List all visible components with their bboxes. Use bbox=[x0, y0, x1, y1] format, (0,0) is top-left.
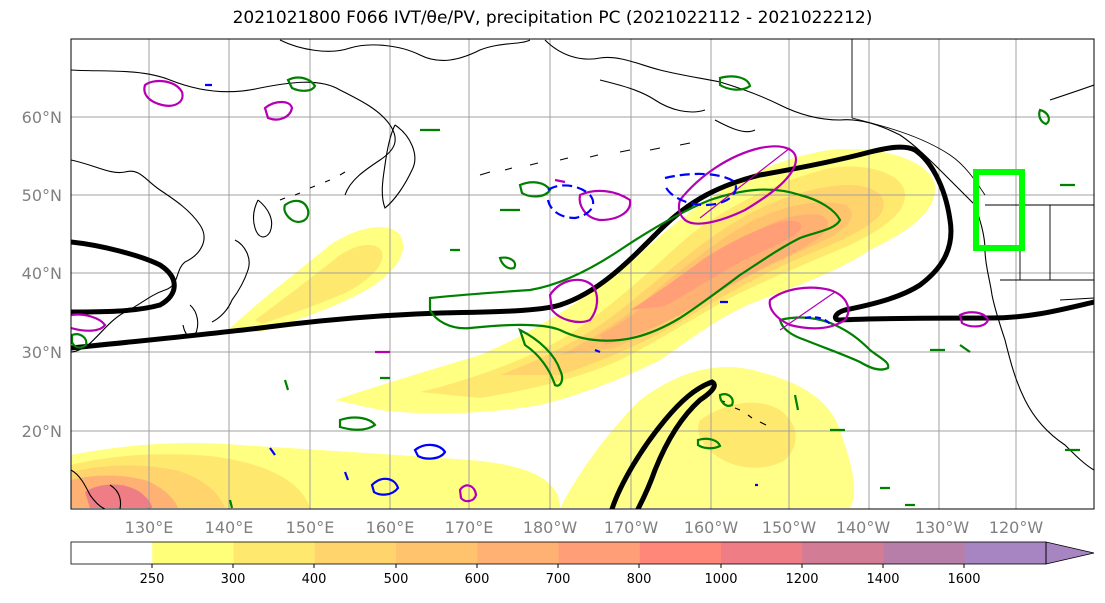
colorbar: 250 300 400 500 600 700 800 1000 1200 14… bbox=[70, 541, 1095, 587]
colorbar-extend-arrow bbox=[1045, 541, 1095, 565]
colorbar-swatch bbox=[883, 542, 966, 564]
colorbar-label-1400: 1400 bbox=[866, 572, 899, 587]
colorbar-label-800: 800 bbox=[627, 572, 652, 587]
lon-label-140w: 140°W bbox=[836, 518, 891, 537]
lon-label-180w: 180°W bbox=[523, 518, 578, 537]
colorbar-label-700: 700 bbox=[546, 572, 571, 587]
colorbar-swatch bbox=[314, 542, 397, 564]
colorbar-label-250: 250 bbox=[140, 572, 165, 587]
colorbar-label-1200: 1200 bbox=[785, 572, 818, 587]
pv-positive-contours bbox=[71, 79, 990, 503]
latitude-labels: 20°N 30°N 40°N 50°N 60°N bbox=[22, 108, 62, 441]
lon-label-140e: 140°E bbox=[205, 518, 254, 537]
title-text: 2021021800 F066 IVT/θe/PV, precipitation… bbox=[232, 8, 873, 28]
lon-label-150e: 150°E bbox=[286, 518, 335, 537]
map-frame bbox=[70, 38, 1095, 510]
colorbar-swatch bbox=[721, 542, 803, 564]
colorbar-swatches bbox=[71, 542, 1047, 564]
lon-label-130e: 130°E bbox=[125, 518, 174, 537]
lat-label-40: 40°N bbox=[22, 264, 62, 283]
target-region-box bbox=[973, 169, 1025, 251]
green-islands-5 bbox=[338, 416, 377, 431]
pv-negative-contours bbox=[205, 83, 831, 496]
colorbar-swatch bbox=[152, 542, 234, 564]
lon-label-170w: 170°W bbox=[604, 518, 659, 537]
colorbar-swatch bbox=[964, 542, 1047, 564]
colorbar-label-1600: 1600 bbox=[947, 572, 980, 587]
green-ar-band-1 bbox=[428, 188, 842, 342]
lat-label-60: 60°N bbox=[22, 108, 62, 127]
longitude-labels: 130°E 140°E 150°E 160°E 170°E 180°W 170°… bbox=[125, 518, 1044, 537]
green-islands-8 bbox=[1038, 108, 1050, 126]
green-islands-2 bbox=[286, 76, 317, 92]
lon-label-120w: 120°W bbox=[989, 518, 1044, 537]
ivt-hawaii-plume-inner bbox=[698, 402, 796, 468]
graticule bbox=[71, 39, 1094, 509]
green-contours bbox=[71, 75, 1080, 509]
colorbar-label-1000: 1000 bbox=[704, 572, 737, 587]
colorbar-swatch bbox=[802, 542, 884, 564]
map-panel bbox=[70, 38, 1095, 510]
theta-e-tropical bbox=[609, 379, 717, 509]
lon-label-160w: 160°W bbox=[684, 518, 739, 537]
lon-label-160e: 160°E bbox=[366, 518, 415, 537]
green-islands-12 bbox=[228, 376, 800, 509]
theta-e-west-loop bbox=[71, 239, 177, 315]
lat-label-50: 50°N bbox=[22, 186, 62, 205]
colorbar-swatch bbox=[477, 542, 559, 564]
ivt-west-plume-inner bbox=[255, 244, 383, 324]
theta-e-main bbox=[71, 144, 1094, 351]
green-islands-10 bbox=[71, 333, 88, 349]
ivt-ar-700 bbox=[630, 220, 802, 310]
colorbar-swatch bbox=[71, 542, 153, 564]
lon-label-170e: 170°E bbox=[445, 518, 494, 537]
lon-label-130w: 130°W bbox=[915, 518, 970, 537]
green-islands-1 bbox=[283, 199, 310, 224]
colorbar-swatch bbox=[233, 542, 316, 564]
theta-e-contours bbox=[71, 144, 1094, 509]
green-islands-4 bbox=[718, 75, 752, 91]
colorbar-label-600: 600 bbox=[465, 572, 490, 587]
ivt-shading bbox=[71, 149, 936, 508]
green-islands-7 bbox=[718, 393, 734, 407]
colorbar-ticks bbox=[151, 564, 965, 568]
lon-label-150w: 150°W bbox=[762, 518, 817, 537]
colorbar-swatch bbox=[558, 542, 641, 564]
green-ar-band-2 bbox=[518, 327, 564, 387]
lat-label-30: 30°N bbox=[22, 343, 62, 362]
colorbar-label-300: 300 bbox=[221, 572, 246, 587]
green-islands-6 bbox=[696, 437, 722, 450]
green-islands-11 bbox=[498, 256, 517, 270]
green-islands-9 bbox=[420, 128, 1080, 507]
lat-label-20: 20°N bbox=[22, 422, 62, 441]
colorbar-label-500: 500 bbox=[384, 572, 409, 587]
colorbar-swatch bbox=[396, 542, 478, 564]
colorbar-labels: 250 300 400 500 600 700 800 1000 1200 14… bbox=[140, 572, 981, 587]
colorbar-swatch bbox=[639, 542, 722, 564]
ivt-sw-blob-800 bbox=[85, 484, 152, 508]
colorbar-label-400: 400 bbox=[302, 572, 327, 587]
coastlines bbox=[71, 39, 1094, 509]
figure-title: 2021021800 F066 IVT/θe/PV, precipitation… bbox=[0, 8, 1105, 28]
map-background bbox=[71, 39, 1094, 509]
